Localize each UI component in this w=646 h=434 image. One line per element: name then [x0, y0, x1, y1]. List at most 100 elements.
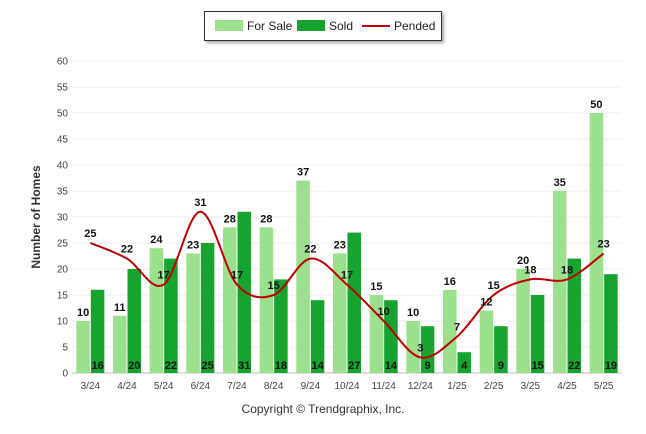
y-tick-label: 10 [57, 317, 69, 328]
x-tick-label: 4/24 [117, 381, 137, 392]
data-label-for-sale: 28 [224, 213, 236, 225]
data-label-for-sale: 10 [77, 307, 89, 319]
y-tick-label: 30 [57, 213, 69, 224]
data-label-for-sale: 20 [517, 255, 529, 267]
legend-swatch-for-sale [215, 20, 243, 31]
data-label-for-sale: 11 [114, 302, 126, 314]
y-axis-title: Number of Homes [29, 165, 43, 269]
legend-label-for-sale: For Sale [247, 19, 293, 33]
bar-sold [604, 274, 618, 373]
y-tick-label: 40 [57, 161, 69, 172]
data-label-for-sale: 23 [334, 239, 346, 251]
y-tick-label: 60 [57, 57, 69, 68]
legend-swatch-sold [297, 20, 325, 31]
bar-for-sale [553, 191, 567, 373]
legend-swatch-pended [362, 25, 390, 27]
data-label-pended: 15 [488, 280, 500, 292]
data-label-for-sale: 50 [590, 99, 602, 111]
bar-sold [127, 269, 141, 373]
bar-for-sale [369, 295, 384, 373]
data-label-pended: 25 [84, 228, 96, 240]
bar-sold [274, 279, 288, 373]
x-tick-label: 12/24 [408, 381, 433, 392]
bar-for-sale [76, 321, 90, 373]
y-tick-label: 20 [57, 265, 69, 276]
y-tick-label: 35 [57, 187, 69, 198]
data-label-for-sale: 10 [407, 307, 419, 319]
copyright-text: Copyright © Trendgraphix, Inc. [241, 402, 405, 416]
bar-for-sale [296, 180, 310, 373]
data-label-pended: 18 [524, 264, 536, 276]
data-label-for-sale: 35 [554, 177, 566, 189]
data-label-pended: 17 [341, 270, 353, 282]
pended-line [89, 210, 605, 359]
y-tick-label: 15 [57, 291, 69, 302]
data-label-sold: 4 [461, 360, 468, 372]
x-tick-label: 5/25 [594, 381, 614, 392]
data-label-sold: 16 [91, 360, 103, 372]
data-label-sold: 18 [275, 360, 287, 372]
data-label-sold: 9 [425, 360, 431, 372]
x-tick-label: 3/25 [521, 381, 541, 392]
data-label-pended: 23 [598, 238, 610, 250]
data-label-for-sale: 37 [297, 167, 309, 179]
x-tick-label: 11/24 [372, 381, 397, 392]
y-axis: 0 5 10 15 20 25 30 35 40 45 50 55 60 [57, 57, 69, 380]
bar-for-sale [589, 113, 604, 373]
y-tick-label: 5 [62, 343, 68, 354]
bar-for-sale [443, 289, 457, 373]
data-label-pended: 31 [194, 197, 206, 209]
x-tick-label: 3/24 [81, 381, 101, 392]
bar-sold [310, 300, 325, 373]
bar-for-sale [333, 253, 347, 373]
data-label-sold: 14 [385, 360, 398, 372]
data-label-for-sale: 28 [260, 213, 272, 225]
data-label-sold: 31 [238, 360, 250, 372]
legend-label-sold: Sold [329, 19, 354, 33]
bar-for-sale [516, 269, 530, 373]
bar-sold [384, 300, 398, 373]
data-label-for-sale: 16 [444, 276, 456, 288]
data-label-for-sale: 23 [187, 239, 199, 251]
bar-sold [200, 243, 215, 373]
bar-sold [457, 352, 471, 373]
data-labels-layer: 1016112024222325283128183714232715141091… [77, 99, 617, 372]
bar-sold [164, 258, 178, 373]
bars-layer [76, 113, 618, 373]
y-tick-label: 45 [57, 135, 69, 146]
data-label-sold: 25 [201, 360, 213, 372]
bar-sold [494, 326, 508, 373]
data-label-pended: 22 [304, 244, 316, 256]
data-label-sold: 22 [568, 360, 580, 372]
data-label-sold: 27 [348, 360, 360, 372]
bar-for-sale [186, 253, 200, 373]
legend: For Sale Sold Pended [204, 11, 442, 41]
bar-for-sale [113, 315, 127, 373]
data-label-for-sale: 12 [480, 297, 492, 309]
y-tick-label: 25 [57, 239, 69, 250]
data-label-for-sale: 15 [370, 281, 382, 293]
data-label-pended: 10 [378, 306, 390, 318]
x-tick-label: 4/25 [557, 381, 577, 392]
data-label-sold: 19 [605, 360, 617, 372]
x-tick-label: 6/24 [191, 381, 211, 392]
bar-sold [567, 258, 581, 373]
x-tick-label: 9/24 [301, 381, 321, 392]
x-axis: 3/24 4/24 5/24 6/24 7/24 8/24 9/24 10/24 11/24 12… [81, 381, 614, 392]
bar-for-sale [259, 227, 274, 373]
data-label-sold: 22 [165, 360, 177, 372]
data-label-pended: 22 [121, 244, 133, 256]
data-label-sold: 14 [311, 360, 324, 372]
x-tick-label: 2/25 [484, 381, 504, 392]
x-tick-label: 8/24 [264, 381, 284, 392]
x-tick-label: 10/24 [334, 381, 359, 392]
data-label-pended: 17 [158, 270, 170, 282]
data-label-sold: 20 [128, 360, 140, 372]
x-tick-label: 7/24 [227, 381, 247, 392]
data-label-pended: 17 [231, 270, 243, 282]
legend-label-pended: Pended [394, 19, 436, 33]
pended-line-layer [89, 210, 605, 359]
data-label-pended: 15 [268, 280, 280, 292]
x-tick-label: 5/24 [154, 381, 174, 392]
